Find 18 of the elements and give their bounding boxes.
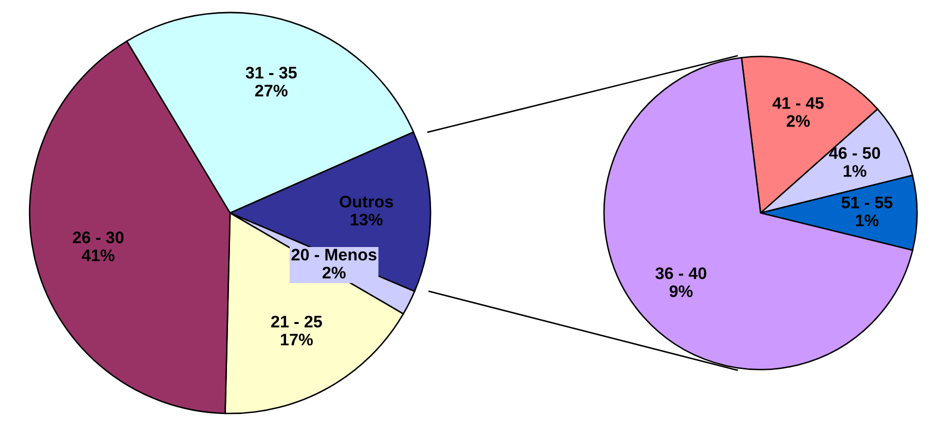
slice-label: 46 - 50 — [829, 147, 880, 159]
slice-label: 51 - 55 — [842, 196, 892, 208]
data-label: 2% — [322, 266, 346, 278]
data-label: 17% — [280, 334, 313, 346]
data-label: 1% — [856, 214, 879, 226]
data-label: 41% — [82, 250, 114, 262]
data-label: 9% — [670, 285, 693, 298]
slice-label: 41 - 45 — [772, 97, 824, 109]
data-label: 1% — [844, 165, 866, 177]
slice-label: 26 - 30 — [72, 232, 124, 244]
data-label: 13% — [350, 214, 383, 226]
data-label: 2% — [786, 115, 810, 127]
slice-label: 31 - 35 — [246, 66, 297, 79]
slice-label: 20 - Menos — [292, 248, 376, 261]
slice-label: Outros — [340, 196, 394, 208]
data-label: 27% — [255, 84, 288, 96]
slice-label: 36 - 40 — [655, 267, 706, 280]
slice-label: 21 - 25 — [271, 316, 322, 328]
